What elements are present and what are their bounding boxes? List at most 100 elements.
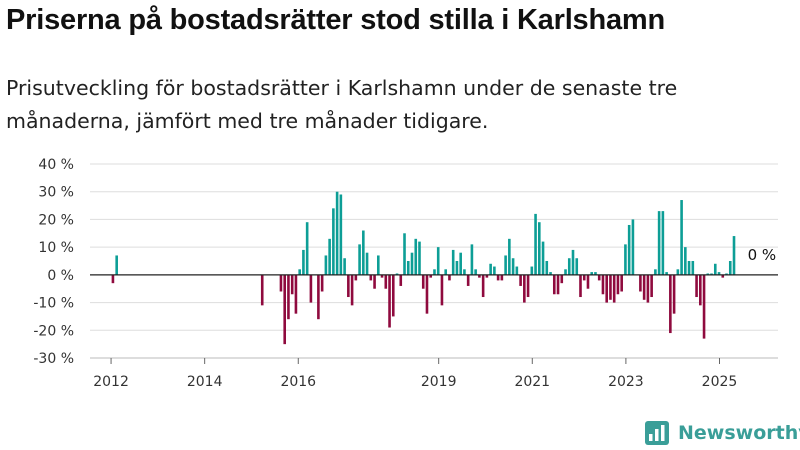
bar bbox=[515, 266, 519, 275]
bar bbox=[463, 269, 466, 275]
bar bbox=[493, 266, 496, 275]
bar bbox=[620, 274, 623, 292]
bar bbox=[384, 274, 388, 289]
bar bbox=[597, 274, 601, 281]
bar bbox=[418, 241, 421, 275]
bar bbox=[582, 274, 586, 281]
y-tick-label: 30 % bbox=[38, 185, 74, 201]
bar bbox=[111, 274, 115, 284]
bar bbox=[332, 208, 335, 275]
bar bbox=[695, 274, 698, 298]
bar bbox=[545, 261, 549, 275]
bar bbox=[560, 274, 564, 284]
bar bbox=[436, 247, 440, 275]
bar bbox=[287, 274, 290, 320]
bar bbox=[391, 274, 395, 317]
bar bbox=[717, 272, 721, 275]
bar bbox=[403, 233, 406, 275]
bar bbox=[646, 274, 650, 303]
bar bbox=[380, 274, 384, 278]
bar bbox=[665, 272, 668, 275]
y-tick-label: 10 % bbox=[38, 240, 74, 256]
bar bbox=[433, 269, 436, 275]
bar bbox=[373, 274, 376, 289]
bar bbox=[586, 274, 590, 289]
bar bbox=[523, 274, 526, 303]
bar bbox=[343, 258, 346, 275]
bar bbox=[459, 252, 462, 275]
bar bbox=[590, 272, 594, 275]
bar bbox=[339, 194, 343, 275]
axes bbox=[90, 274, 778, 364]
bar bbox=[504, 255, 507, 275]
bar bbox=[732, 236, 736, 275]
bar bbox=[421, 274, 425, 289]
bar bbox=[324, 255, 328, 275]
bars bbox=[111, 191, 736, 345]
bar bbox=[609, 274, 612, 300]
bar bbox=[317, 274, 320, 320]
bar bbox=[642, 274, 646, 300]
bar bbox=[661, 211, 665, 275]
bar bbox=[395, 273, 399, 275]
bar bbox=[594, 272, 597, 275]
bar bbox=[294, 274, 298, 314]
y-tick-label: 40 % bbox=[38, 157, 74, 173]
y-tick-label: -10 % bbox=[33, 296, 74, 312]
x-tick-label: 2014 bbox=[187, 374, 223, 390]
bar bbox=[526, 274, 530, 298]
bar bbox=[478, 274, 481, 278]
bar bbox=[466, 274, 470, 286]
y-tick-label: 0 % bbox=[47, 268, 74, 284]
bar bbox=[676, 269, 680, 275]
bar bbox=[290, 274, 294, 295]
bar bbox=[706, 273, 710, 275]
x-tick-label: 2021 bbox=[514, 374, 550, 390]
bar bbox=[530, 266, 534, 275]
bar bbox=[328, 238, 331, 275]
bar bbox=[699, 274, 702, 306]
bar bbox=[485, 274, 489, 278]
bar bbox=[365, 252, 369, 275]
bar bbox=[414, 238, 418, 275]
bar bbox=[429, 274, 433, 278]
bar bbox=[399, 274, 403, 286]
bar bbox=[470, 244, 474, 275]
bar bbox=[639, 274, 642, 292]
x-tick-label: 2016 bbox=[280, 374, 316, 390]
bar bbox=[369, 274, 373, 281]
bar bbox=[627, 224, 631, 275]
bar bbox=[508, 238, 511, 275]
bar bbox=[728, 261, 732, 275]
bar bbox=[496, 274, 500, 281]
y-tick-label: -30 % bbox=[33, 351, 74, 367]
bar bbox=[115, 255, 118, 275]
bar bbox=[519, 274, 522, 286]
bar bbox=[448, 274, 451, 281]
bar bbox=[691, 261, 695, 275]
bar bbox=[680, 200, 683, 275]
newsworthy-logo-icon bbox=[645, 421, 669, 445]
bar bbox=[388, 274, 391, 328]
bar bbox=[511, 258, 515, 275]
bar bbox=[624, 244, 627, 275]
bar bbox=[601, 274, 605, 295]
bar bbox=[260, 274, 264, 306]
bar bbox=[713, 263, 717, 275]
bar bbox=[534, 213, 537, 275]
bar bbox=[302, 249, 305, 275]
bar bbox=[579, 274, 582, 298]
bar bbox=[721, 274, 725, 278]
tick-labels: 40 % 30 % 20 % 10 % 0 % -10 % -20 % -30 % 2012 20… bbox=[33, 157, 776, 390]
bar bbox=[425, 274, 429, 314]
bar bbox=[305, 222, 309, 275]
bar bbox=[672, 274, 676, 314]
bar bbox=[564, 269, 567, 275]
bar bbox=[377, 255, 380, 275]
latest-value-annotation: 0 % bbox=[748, 246, 777, 264]
bar bbox=[669, 274, 672, 334]
bar bbox=[358, 244, 361, 275]
bar bbox=[440, 274, 444, 306]
y-tick-label: 20 % bbox=[38, 212, 74, 228]
